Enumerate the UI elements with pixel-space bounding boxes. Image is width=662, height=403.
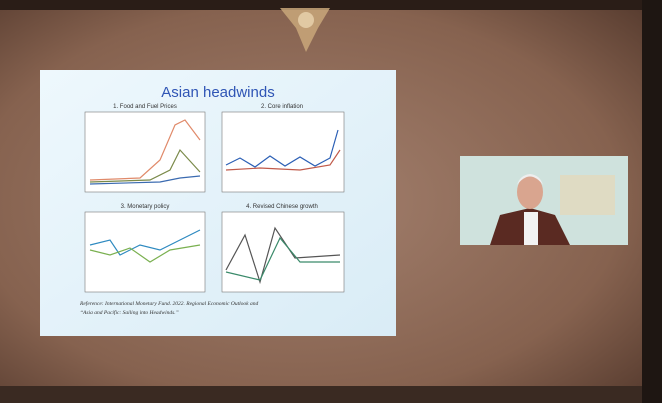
reference: “Asia and Pacific: Sailing into Headwind… xyxy=(80,309,179,316)
slide: Asian headwinds 1. Food and Fuel Prices … xyxy=(40,70,396,336)
panel-title: 2. Core inflation xyxy=(261,104,303,110)
reference: Reference: International Monetary Fund. … xyxy=(79,300,258,307)
panel-title: 4. Revised Chinese growth xyxy=(246,204,318,210)
chandelier xyxy=(280,8,330,52)
mini-chart-lines xyxy=(89,119,341,285)
video-inset xyxy=(460,156,628,245)
ceiling xyxy=(0,0,662,10)
slide-title: Asian headwinds xyxy=(161,84,274,101)
panel-title: 3. Monetary policy xyxy=(121,204,170,210)
floor-edge xyxy=(0,386,662,403)
mini-charts xyxy=(84,111,345,293)
right-edge xyxy=(642,0,662,403)
panel-title: 1. Food and Fuel Prices xyxy=(113,104,177,110)
